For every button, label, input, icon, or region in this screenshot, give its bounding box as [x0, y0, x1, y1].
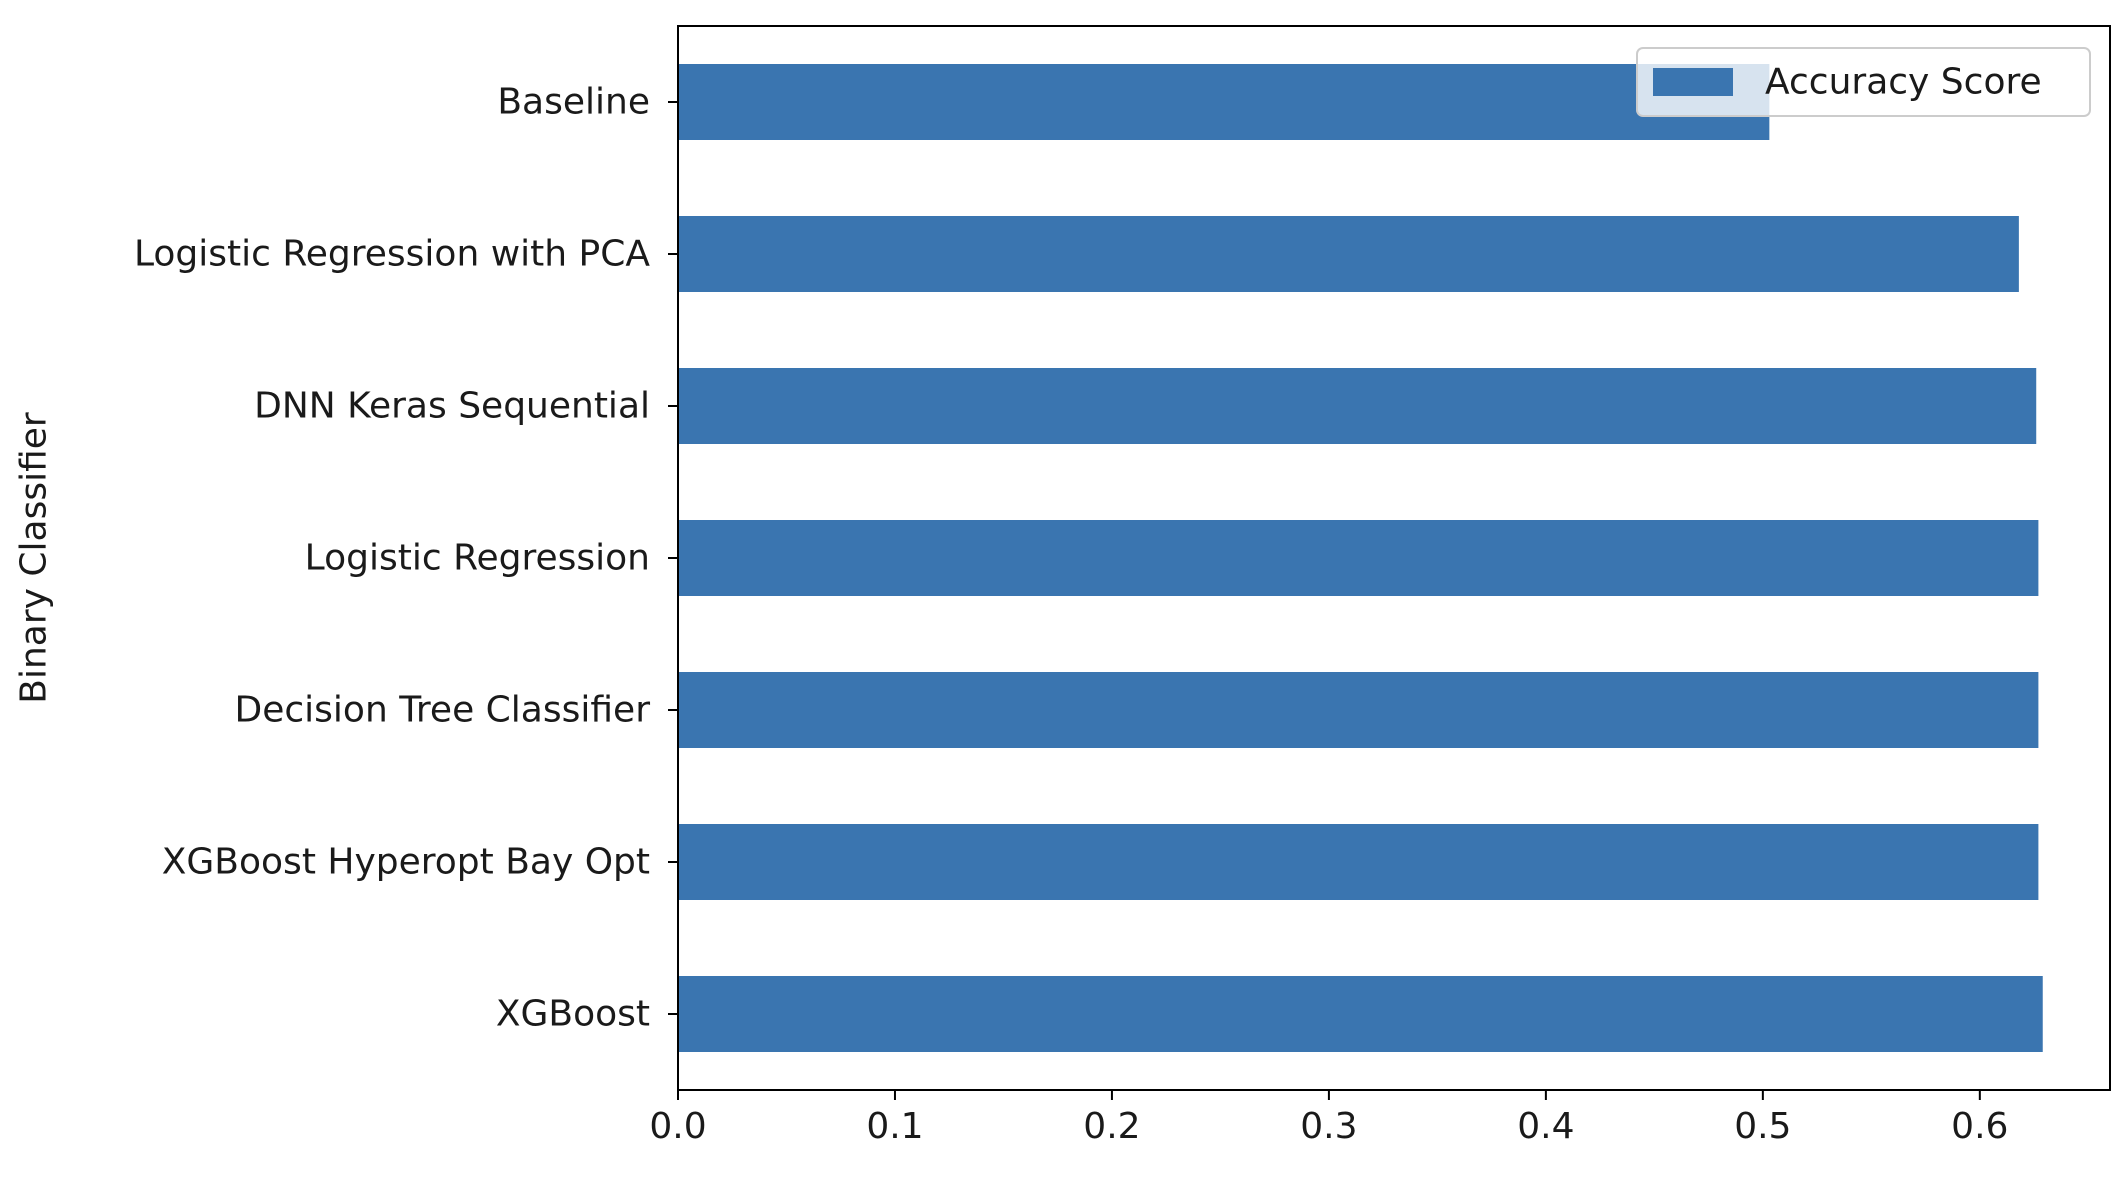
legend-box: [1636, 47, 2091, 117]
legend-swatch: [1653, 68, 1733, 96]
y-axis-label: Binary Classifier: [14, 412, 55, 704]
x-tick-label: 0.1: [866, 1106, 923, 1147]
bars-layer: [678, 64, 2043, 1052]
bar: [678, 368, 2037, 444]
y-tick-label: XGBoost: [496, 994, 650, 1035]
y-tick-label: Logistic Regression: [305, 538, 650, 579]
legend: Accuracy Score: [1636, 47, 2091, 117]
bar: [678, 824, 2039, 900]
x-tick-label: 0.4: [1517, 1106, 1574, 1147]
x-tick-label: 0.2: [1083, 1106, 1140, 1147]
bar: [678, 64, 1770, 140]
y-tick-label: Baseline: [497, 82, 650, 123]
y-tick-label: DNN Keras Sequential: [254, 386, 650, 427]
x-tick-label: 0.3: [1300, 1106, 1357, 1147]
bar: [678, 976, 2043, 1052]
bar: [678, 520, 2039, 596]
x-tick-label: 0.6: [1951, 1106, 2008, 1147]
bar: [678, 216, 2019, 292]
legend-label: Accuracy Score: [1765, 62, 2042, 103]
bar: [678, 672, 2039, 748]
x-tick-label: 0.0: [649, 1106, 706, 1147]
y-tick-label: Decision Tree Classifier: [235, 690, 651, 731]
y-axis: XGBoost XGBoost Hyperopt Bay Opt Decision …: [134, 82, 678, 1035]
y-tick-label: XGBoost Hyperopt Bay Opt: [162, 842, 650, 883]
y-tick-label: Logistic Regression with PCA: [134, 234, 650, 275]
x-axis: 0.0 0.1 0.2 0.3 0.4 0.5 0.6: [649, 1090, 2008, 1147]
x-tick-label: 0.5: [1734, 1106, 1791, 1147]
